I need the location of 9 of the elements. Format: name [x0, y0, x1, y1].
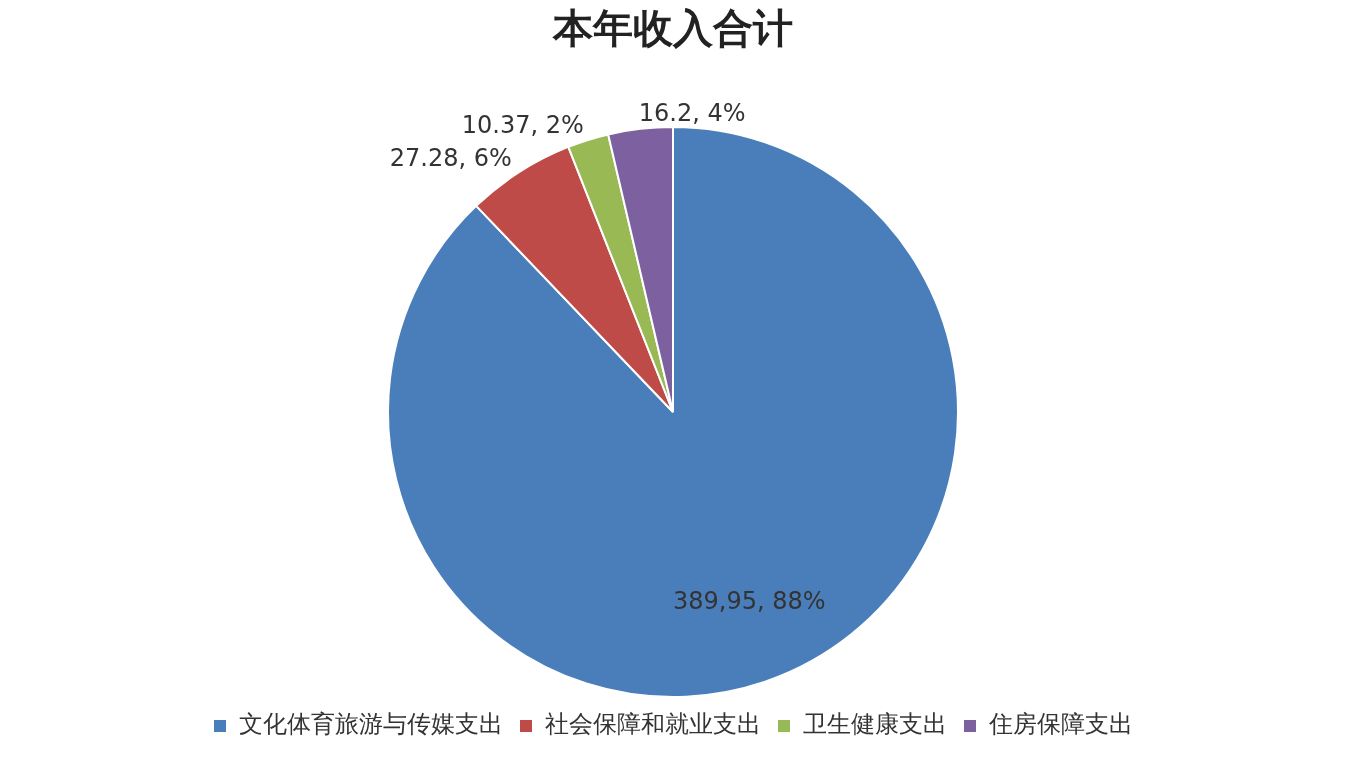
- legend-label: 卫生健康支出: [803, 710, 947, 739]
- legend-label: 文化体育旅游与传媒支出: [239, 710, 503, 739]
- data-label: 27.28, 6%: [389, 144, 512, 173]
- legend-label: 社会保障和就业支出: [545, 710, 761, 739]
- data-label: 16.2, 4%: [638, 99, 746, 128]
- data-label: 389,95, 88%: [673, 586, 826, 615]
- legend-label: 住房保障支出: [988, 710, 1133, 739]
- data-label: 10.37, 2%: [461, 110, 584, 139]
- chart-title: 本年收入合计: [552, 4, 793, 52]
